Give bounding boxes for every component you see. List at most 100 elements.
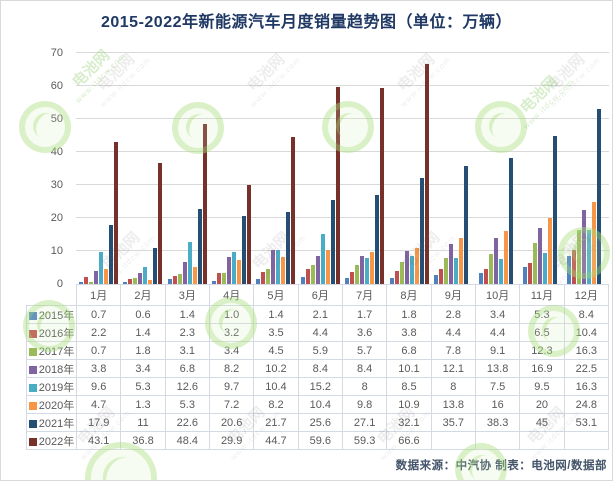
table-cell (430, 431, 476, 450)
table-cell: 16.9 (519, 359, 565, 378)
legend-year-cell: 2016年 (26, 323, 77, 342)
bar (424, 64, 429, 284)
bar-group-11 (520, 53, 564, 284)
bar (266, 269, 271, 284)
table-cell: 9.7 (208, 377, 255, 396)
legend-year-cell: 2015年 (26, 305, 77, 324)
month-header-10: 10月 (474, 284, 521, 306)
table-cell: 24.8 (563, 395, 610, 414)
table-cell: 1.7 (341, 305, 388, 324)
bar (493, 238, 498, 284)
table-row: 2021年 17.9 11 22.6 20.6 21.7 25.6 27.1 32.1 35.7 3… (26, 413, 610, 432)
bar-group-1 (76, 53, 120, 284)
table-cell: 16.3 (563, 377, 610, 396)
bar-group-2 (120, 53, 164, 284)
legend-swatch-icon (28, 329, 37, 338)
bar (567, 256, 572, 284)
table-cell: 10.2 (253, 359, 299, 378)
bar (547, 218, 552, 284)
bar (394, 271, 399, 284)
table-cell: 10.4 (297, 395, 343, 414)
bar (350, 272, 355, 284)
table-cell: 38.3 (474, 413, 521, 432)
y-axis: 0 10 20 30 40 50 60 70 (31, 47, 69, 290)
table-cell: 45 (519, 413, 565, 432)
bar-group-12 (565, 53, 609, 284)
table-cell: 3.1 (164, 341, 210, 360)
bar-group-6 (298, 53, 342, 284)
bar (582, 209, 587, 284)
gridline (76, 250, 609, 251)
bar (133, 278, 138, 284)
table-cell: 4.7 (75, 395, 122, 414)
bar (335, 87, 340, 284)
table-cell: 3.4 (208, 341, 255, 360)
bar (226, 256, 231, 284)
bar (414, 248, 419, 284)
table-cell: 20.6 (208, 413, 255, 432)
table-row: 2020年 4.7 1.3 5.3 7.2 8.2 10.4 9.8 10.9 13.8 16 20 2… (26, 395, 610, 414)
table-cell: 59.3 (341, 431, 388, 450)
table-cell: 1.8 (386, 305, 432, 324)
bar (370, 251, 375, 284)
table-cell: 1.4 (120, 323, 166, 342)
table-row: 2015年 0.7 0.6 1.4 1.0 1.4 2.1 1.7 1.8 2.8 3.4 5.3 8.… (26, 305, 610, 324)
table-cell: 27.1 (341, 413, 388, 432)
table-cell: 8 (341, 377, 388, 396)
bar (300, 277, 305, 284)
bar (365, 257, 370, 284)
table-cell: 3.6 (341, 323, 388, 342)
bar (113, 141, 118, 284)
table-cell: 9.8 (341, 395, 388, 414)
table-cell: 59.6 (297, 431, 343, 450)
bar (325, 249, 330, 284)
table-cell: 1.8 (120, 341, 166, 360)
table-cell: 44.7 (253, 431, 299, 450)
table-cell: 12.1 (430, 359, 476, 378)
table-cell: 4.5 (253, 341, 299, 360)
table-cell: 3.2 (208, 323, 255, 342)
bar (291, 136, 296, 284)
table-row: 2017年 0.7 1.8 3.1 3.4 4.5 5.9 5.7 6.8 7.8 9.1 12.3 1… (26, 341, 610, 360)
y-tick-label: 30 (50, 179, 63, 191)
month-header-9: 9月 (430, 284, 476, 306)
table-cell: 1.3 (120, 395, 166, 414)
bar (409, 255, 414, 284)
bar (241, 216, 246, 284)
gridline (76, 52, 609, 53)
bar (552, 135, 557, 284)
bar (172, 276, 177, 284)
table-body: 2015年 0.7 0.6 1.4 1.0 1.4 2.1 1.7 1.8 2.8 3.4 5.3 8.… (26, 305, 610, 450)
bar (449, 244, 454, 284)
bar (503, 231, 508, 284)
table-cell: 9.6 (75, 377, 122, 396)
bar (419, 178, 424, 284)
table-cell: 8 (430, 377, 476, 396)
table-header-row: 1月 2月 3月 4月 5月 6月 7月 8月 9月 10月 11月 12月 (26, 284, 610, 306)
y-tick-label: 40 (50, 146, 63, 158)
table-row: 2018年 3.8 3.4 6.8 8.2 10.2 8.4 8.4 10.1 12.1 13.8 1… (26, 359, 610, 378)
bar (542, 252, 547, 284)
bar (360, 256, 365, 284)
bar (320, 233, 325, 284)
gridline (76, 217, 609, 218)
legend-year-cell: 2019年 (26, 377, 77, 396)
table-cell: 5.9 (297, 341, 343, 360)
month-header-5: 5月 (253, 284, 299, 306)
gridline (76, 118, 609, 119)
table-cell: 3.5 (253, 323, 299, 342)
table-cell: 1.4 (253, 305, 299, 324)
table-cell: 1.4 (164, 305, 210, 324)
bar-groups (76, 53, 609, 284)
bar-group-5 (254, 53, 298, 284)
bar (246, 185, 251, 284)
bar (464, 166, 469, 284)
legend-swatch-icon (28, 311, 37, 320)
bar (216, 273, 221, 284)
legend-swatch-icon (28, 347, 37, 356)
bar (389, 278, 394, 284)
bar (256, 279, 261, 284)
bar (315, 256, 320, 284)
table-cell: 7.8 (430, 341, 476, 360)
table-cell: 53.1 (563, 413, 610, 432)
